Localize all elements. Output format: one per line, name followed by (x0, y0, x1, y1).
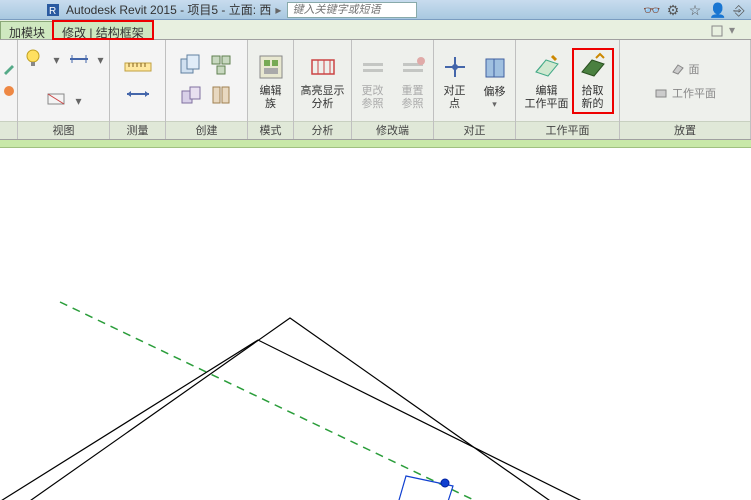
ribbon-tab-bar: 加模块 修改 | 结构框架 ▾ (0, 20, 751, 40)
group-label-analyze: 分析 (294, 121, 351, 139)
view-dim-icon[interactable] (68, 48, 90, 73)
create-group-icon[interactable] (178, 52, 204, 78)
modify-icon[interactable] (2, 61, 16, 78)
offset-label: 偏移 (484, 86, 506, 99)
paint-icon[interactable] (2, 84, 16, 101)
group-label-justify: 对正 (434, 121, 515, 139)
green-dashed-line (60, 302, 620, 500)
place-workplane-label: 工作平面 (672, 85, 716, 101)
ribbon-group-justify: 对正 点 偏移 ▾ 对正 (434, 40, 516, 139)
signin-icon[interactable]: ⎆ (731, 2, 747, 18)
panel-options-icon[interactable] (709, 23, 725, 39)
ribbon-group-view: ▾ ▾ ▾ 视图 (18, 40, 110, 139)
justify-point-icon (439, 51, 471, 83)
canvas-svg (0, 148, 751, 500)
pick-new-button[interactable]: 拾取 新的 (573, 49, 613, 113)
beam-bottom-inner (0, 340, 620, 500)
justify-point-label: 对正 点 (444, 85, 466, 111)
beam-top-edge (0, 318, 620, 500)
options-bar (0, 140, 751, 148)
group-label-workplane: 工作平面 (516, 121, 619, 139)
ribbon-group-place: 面 工作平面 放置 (620, 40, 751, 139)
star-icon[interactable]: ☆ (687, 2, 703, 18)
edit-workplane-button[interactable]: 编辑 工作平面 (523, 49, 571, 113)
group-label-create: 创建 (166, 121, 247, 139)
user-icon[interactable]: 👤 (709, 2, 725, 18)
offset-button[interactable]: 偏移 ▾ (477, 50, 513, 112)
help-icon[interactable]: ⚙ (665, 2, 681, 18)
group-label-place: 放置 (620, 121, 750, 139)
title-bar: R Autodesk Revit 2015 - 项目5 - 立面: 西 ▸ 👓 … (0, 0, 751, 20)
reset-ref-icon (397, 51, 429, 83)
group-label-empty (0, 121, 17, 139)
title-dropdown-icon[interactable]: ▸ (275, 3, 281, 17)
place-face-item[interactable]: 面 (668, 59, 703, 79)
group-label-measure: 测量 (110, 121, 165, 139)
edit-family-icon (255, 51, 287, 83)
ribbon-group-workplane: 编辑 工作平面 拾取 新的 工作平面 (516, 40, 620, 139)
tab-add-module[interactable]: 加模块 (0, 21, 54, 39)
place-face-label: 面 (689, 61, 700, 77)
workplane-mini-icon (654, 86, 668, 100)
edit-family-button[interactable]: 编辑 族 (253, 49, 289, 113)
measure-ruler-icon[interactable] (123, 58, 153, 79)
offset-icon (479, 52, 511, 84)
change-ref-button: 更改 参照 (355, 49, 391, 113)
blue-node[interactable] (441, 479, 449, 487)
pick-new-icon (577, 51, 609, 83)
group-label-mode: 模式 (248, 121, 293, 139)
reset-ref-button: 重置 参照 (395, 49, 431, 113)
group-label-modify-end: 修改端 (352, 121, 433, 139)
place-workplane-item[interactable]: 工作平面 (651, 83, 719, 103)
tab-modify-structural-framing[interactable]: 修改 | 结构框架 (53, 21, 153, 39)
highlight-analyze-label: 高亮显示 分析 (301, 85, 345, 111)
justify-point-button[interactable]: 对正 点 (437, 49, 473, 113)
highlight-analyze-button[interactable]: 高亮显示 分析 (299, 49, 347, 113)
highlight-analyze-icon (307, 51, 339, 83)
group-label-view: 视图 (18, 121, 109, 139)
change-ref-icon (357, 51, 389, 83)
dropdown-icon[interactable]: ▾ (492, 99, 497, 110)
ribbon-group-measure: 测量 (110, 40, 166, 139)
search-input[interactable] (287, 2, 417, 18)
ribbon-group-modify (0, 40, 18, 139)
edit-workplane-icon (531, 51, 563, 83)
window-title: Autodesk Revit 2015 - 项目5 - 立面: 西 (66, 1, 271, 18)
edit-family-label: 编辑 族 (260, 85, 282, 111)
ribbon-group-analyze: 高亮显示 分析 分析 (294, 40, 352, 139)
blue-selection-rect[interactable] (377, 476, 453, 500)
title-right-icons: 👓 ⚙ ☆ 👤 ⎆ (643, 2, 747, 18)
create-similar-icon[interactable] (178, 82, 204, 108)
ribbon-group-modify-end: 更改 参照 重置 参照 修改端 (352, 40, 434, 139)
ribbon-group-mode: 编辑 族 模式 (248, 40, 294, 139)
dropdown-icon[interactable]: ▾ (75, 94, 81, 108)
dropdown-icon[interactable]: ▾ (98, 53, 104, 67)
dropdown-icon[interactable]: ▾ (53, 53, 59, 67)
pick-new-label: 拾取 新的 (582, 85, 604, 111)
change-ref-label: 更改 参照 (362, 85, 384, 111)
drawing-canvas[interactable] (0, 148, 751, 500)
binoculars-icon[interactable]: 👓 (643, 2, 659, 18)
dropdown-arrow-icon[interactable]: ▾ (729, 23, 745, 39)
lightbulb-icon[interactable] (23, 48, 45, 73)
create-assembly-icon[interactable] (208, 52, 234, 78)
revit-app-icon: R (46, 3, 60, 17)
svg-text:R: R (49, 6, 56, 17)
face-icon (671, 62, 685, 76)
create-parts-icon[interactable] (208, 82, 234, 108)
hide-icon[interactable] (45, 88, 67, 113)
ribbon: ▾ ▾ ▾ 视图 测量 创建 (0, 40, 751, 140)
ribbon-group-create: 创建 (166, 40, 248, 139)
reset-ref-label: 重置 参照 (402, 85, 424, 111)
edit-workplane-label: 编辑 工作平面 (525, 85, 569, 111)
measure-dim-icon[interactable] (123, 87, 153, 104)
